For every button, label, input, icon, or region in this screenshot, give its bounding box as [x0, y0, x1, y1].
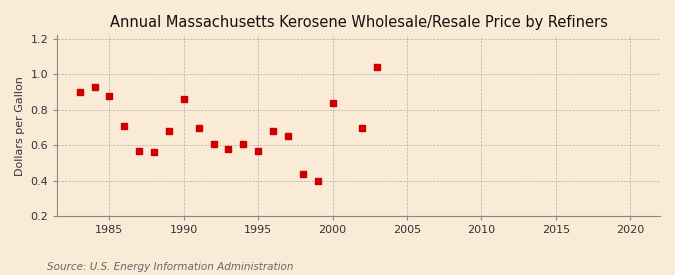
Point [313, 178, 323, 183]
Point [104, 94, 115, 98]
Title: Annual Massachusetts Kerosene Wholesale/Resale Price by Refiners: Annual Massachusetts Kerosene Wholesale/… [110, 15, 608, 30]
Text: Source: U.S. Energy Information Administration: Source: U.S. Energy Information Administ… [47, 262, 294, 272]
Point [89, 85, 100, 89]
Point [283, 134, 294, 139]
Point [163, 129, 174, 133]
Point [178, 97, 189, 101]
Point [74, 90, 85, 94]
Y-axis label: Dollars per Gallon: Dollars per Gallon [15, 76, 25, 176]
Point [208, 141, 219, 146]
Point [193, 125, 204, 130]
Point [253, 148, 264, 153]
Point [148, 150, 159, 155]
Point [223, 147, 234, 151]
Point [238, 141, 249, 146]
Point [134, 148, 144, 153]
Point [372, 65, 383, 70]
Point [327, 101, 338, 105]
Point [268, 129, 279, 133]
Point [119, 123, 130, 128]
Point [298, 171, 308, 176]
Point [357, 125, 368, 130]
